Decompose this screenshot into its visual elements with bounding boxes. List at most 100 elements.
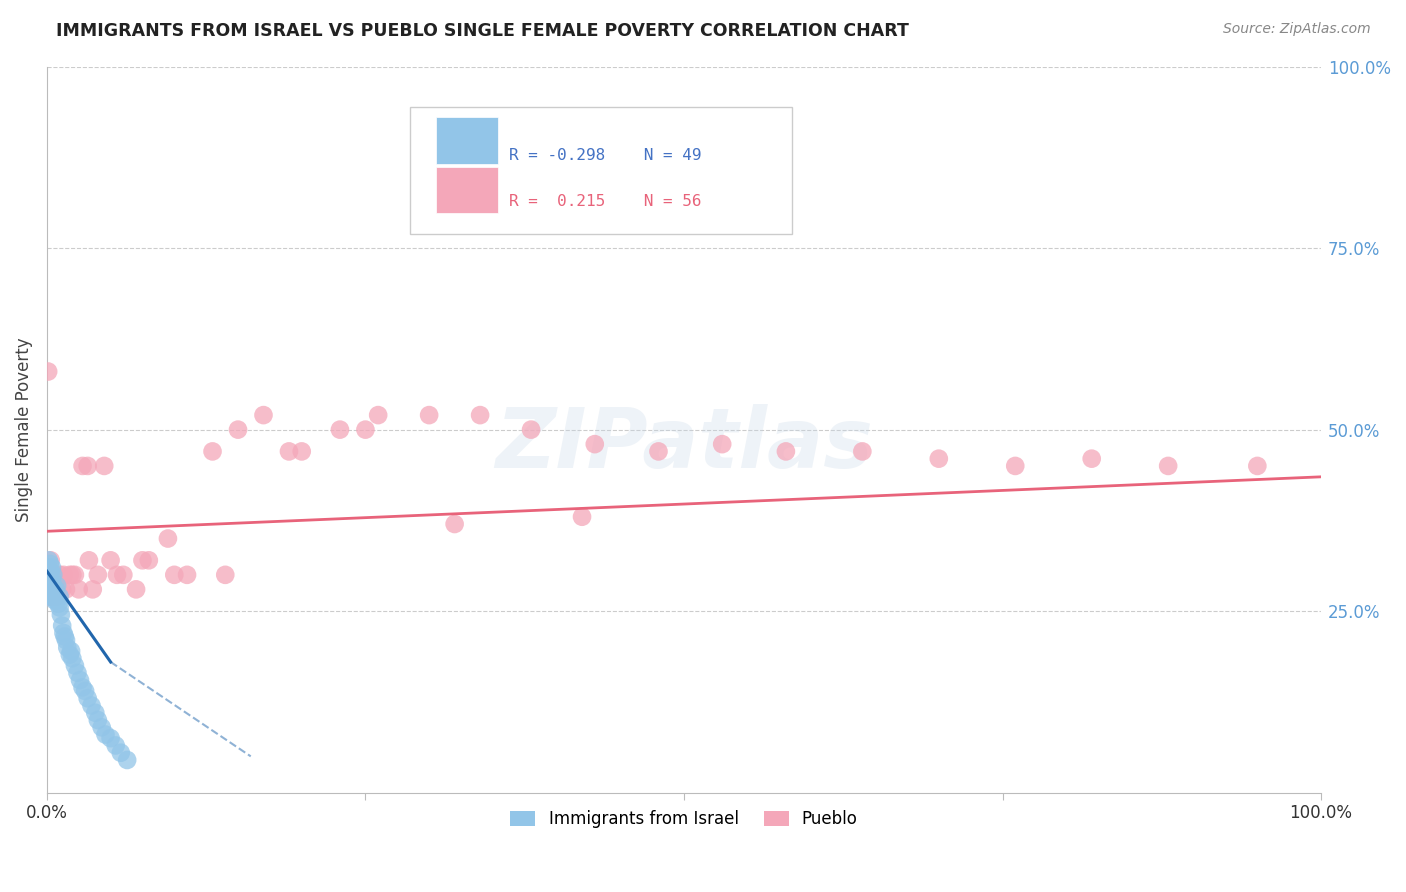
Point <box>520 423 543 437</box>
Point <box>443 516 465 531</box>
Point <box>100 731 122 746</box>
Point <box>51 582 73 597</box>
Point <box>367 408 389 422</box>
Point <box>69 673 91 687</box>
Text: R =  0.215    N = 56: R = 0.215 N = 56 <box>509 194 702 209</box>
Point <box>39 582 62 597</box>
Y-axis label: Single Female Poverty: Single Female Poverty <box>15 337 32 522</box>
Point <box>60 644 83 658</box>
Point <box>38 567 60 582</box>
Point <box>67 582 90 597</box>
Point <box>52 567 75 582</box>
Text: IMMIGRANTS FROM ISRAEL VS PUEBLO SINGLE FEMALE POVERTY CORRELATION CHART: IMMIGRANTS FROM ISRAEL VS PUEBLO SINGLE … <box>56 22 910 40</box>
Point <box>42 567 65 582</box>
Point <box>55 633 77 648</box>
Point <box>75 684 97 698</box>
Point <box>37 575 59 590</box>
Point <box>226 423 249 437</box>
Point <box>138 553 160 567</box>
Text: R = -0.298    N = 49: R = -0.298 N = 49 <box>509 148 702 163</box>
Point <box>46 579 69 593</box>
Point <box>42 590 65 604</box>
Point <box>76 458 98 473</box>
Point <box>329 423 352 437</box>
Point <box>1246 458 1268 473</box>
Point <box>125 582 148 597</box>
Point <box>37 560 59 574</box>
Point <box>354 423 377 437</box>
Point <box>291 444 314 458</box>
Point <box>38 553 60 567</box>
Point <box>63 658 86 673</box>
Point <box>38 590 60 604</box>
Point <box>48 567 70 582</box>
Point <box>252 408 274 422</box>
Point <box>1157 458 1180 473</box>
Point <box>100 553 122 567</box>
Point <box>76 691 98 706</box>
Point <box>201 444 224 458</box>
Point <box>45 590 67 604</box>
Point <box>45 582 67 597</box>
Point <box>418 408 440 422</box>
Point <box>39 590 62 604</box>
Point <box>90 720 112 734</box>
Point <box>39 564 62 578</box>
FancyBboxPatch shape <box>411 106 792 234</box>
Point <box>48 600 70 615</box>
Point <box>38 564 60 578</box>
Point <box>55 582 77 597</box>
Point <box>851 444 873 458</box>
Point <box>87 567 110 582</box>
Point <box>41 560 63 574</box>
Point <box>59 567 82 582</box>
Point <box>94 728 117 742</box>
Point <box>39 590 62 604</box>
Point <box>60 567 83 582</box>
Point <box>82 582 104 597</box>
Point <box>41 572 63 586</box>
Point <box>571 509 593 524</box>
Point <box>45 582 67 597</box>
Point <box>214 567 236 582</box>
Point <box>80 698 103 713</box>
Point <box>63 567 86 582</box>
Point <box>110 746 132 760</box>
Point <box>46 590 69 604</box>
Point <box>163 567 186 582</box>
Point <box>56 640 79 655</box>
Point <box>38 582 60 597</box>
Text: ZIPatlas: ZIPatlas <box>495 404 873 484</box>
Point <box>176 567 198 582</box>
Point <box>112 567 135 582</box>
Point <box>77 553 100 567</box>
Legend: Immigrants from Israel, Pueblo: Immigrants from Israel, Pueblo <box>503 804 865 835</box>
Point <box>42 579 65 593</box>
Point <box>51 618 73 632</box>
Point <box>104 739 127 753</box>
Point <box>105 567 128 582</box>
Point <box>647 444 669 458</box>
Point <box>44 567 66 582</box>
Point <box>42 590 65 604</box>
Point <box>711 437 734 451</box>
Point <box>115 753 138 767</box>
Point <box>48 597 70 611</box>
Point <box>583 437 606 451</box>
Point <box>60 651 83 665</box>
Point <box>59 648 82 662</box>
FancyBboxPatch shape <box>436 167 498 213</box>
Point <box>39 557 62 571</box>
FancyBboxPatch shape <box>436 117 498 163</box>
Point <box>48 590 70 604</box>
Point <box>72 681 94 695</box>
Point <box>41 579 63 593</box>
Point <box>37 365 59 379</box>
Point <box>278 444 301 458</box>
Point <box>49 607 72 622</box>
Point <box>46 593 69 607</box>
Point <box>72 458 94 473</box>
Point <box>66 665 89 680</box>
Point <box>44 593 66 607</box>
Text: Source: ZipAtlas.com: Source: ZipAtlas.com <box>1223 22 1371 37</box>
